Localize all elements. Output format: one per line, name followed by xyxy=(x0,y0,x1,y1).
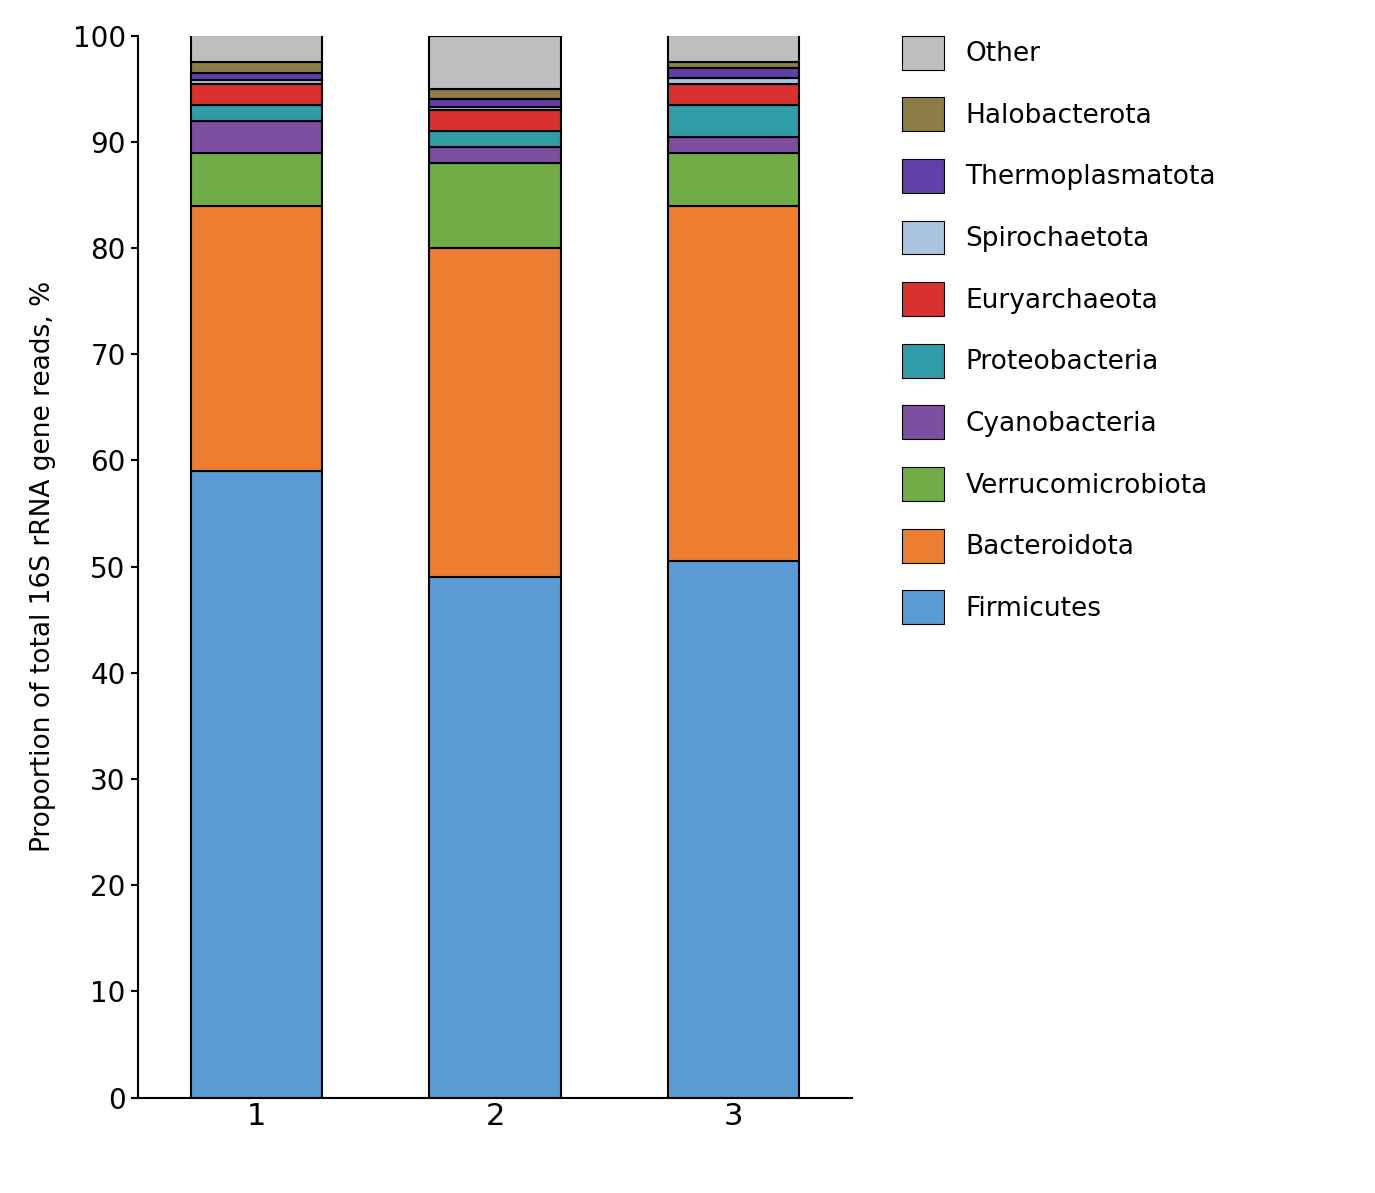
Bar xyxy=(429,131,561,147)
Bar xyxy=(191,73,322,80)
Bar xyxy=(429,89,561,99)
Bar xyxy=(668,62,799,68)
Bar xyxy=(668,137,799,153)
Bar xyxy=(668,84,799,105)
Bar xyxy=(429,107,561,110)
Bar xyxy=(668,105,799,137)
Bar xyxy=(429,163,561,248)
Bar xyxy=(668,153,799,205)
Bar xyxy=(429,99,561,107)
Bar xyxy=(191,205,322,471)
Bar xyxy=(429,147,561,163)
Bar xyxy=(191,153,322,205)
Y-axis label: Proportion of total 16S rRNA gene reads, %: Proportion of total 16S rRNA gene reads,… xyxy=(30,282,56,852)
Bar xyxy=(191,471,322,1098)
Bar xyxy=(429,577,561,1098)
Bar xyxy=(668,31,799,62)
Bar xyxy=(191,105,322,120)
Bar xyxy=(429,110,561,131)
Bar xyxy=(668,562,799,1098)
Bar xyxy=(668,79,799,84)
Bar xyxy=(429,36,561,89)
Bar xyxy=(191,25,322,62)
Bar xyxy=(191,62,322,73)
Bar xyxy=(668,205,799,562)
Legend: Other, Halobacterota, Thermoplasmatota, Spirochaetota, Euryarchaeota, Proteobact: Other, Halobacterota, Thermoplasmatota, … xyxy=(894,27,1224,632)
Bar xyxy=(429,248,561,577)
Bar xyxy=(668,68,799,79)
Bar xyxy=(191,84,322,105)
Bar xyxy=(191,120,322,153)
Bar xyxy=(191,80,322,84)
